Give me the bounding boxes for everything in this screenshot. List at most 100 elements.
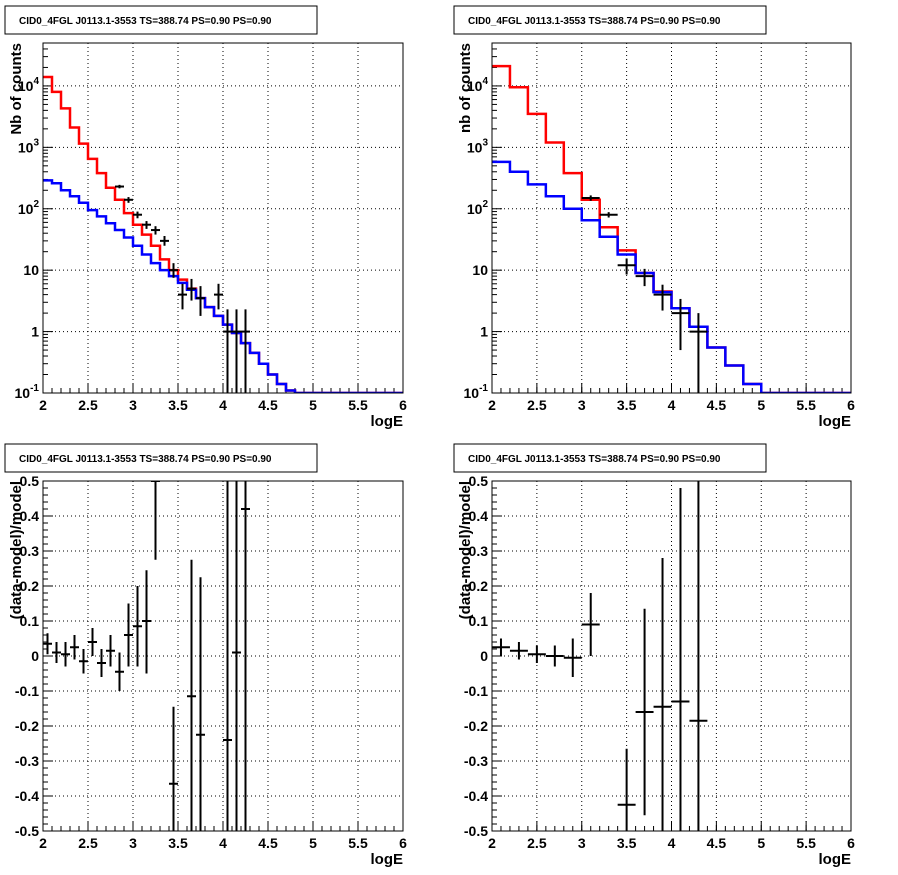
x-axis-title: logE — [819, 851, 852, 868]
model-histogram-series-2 — [492, 160, 851, 393]
data-point — [509, 642, 528, 660]
data-point — [43, 633, 52, 655]
y-tick-label: 0.1 — [20, 613, 40, 629]
data-point — [178, 283, 187, 310]
chart-title: CID0_4FGL J0113.1-3553 TS=388.74 PS=0.90… — [19, 454, 272, 465]
chart-title: CID0_4FGL J0113.1-3553 TS=388.74 PS=0.90… — [468, 16, 721, 27]
x-tick-label: 5.5 — [348, 397, 368, 413]
y-axis-title: Nb of counts — [8, 43, 25, 135]
chart-panel-3: CID0_4FGL J0113.1-3553 TS=388.74 PS=0.90… — [4, 443, 407, 868]
y-axis-title: (data-model)/model — [8, 481, 25, 619]
y-tick-label: 10 — [23, 262, 39, 278]
y-tick-label: -0.2 — [464, 718, 488, 734]
x-tick-label: 4.5 — [258, 835, 278, 851]
chart-panel-4: CID0_4FGL J0113.1-3553 TS=388.74 PS=0.90… — [453, 443, 855, 868]
data-point — [88, 628, 97, 656]
data-point — [52, 642, 61, 663]
x-tick-label: 3.5 — [168, 397, 188, 413]
x-tick-label: 4 — [219, 835, 227, 851]
data-point — [142, 221, 151, 229]
y-tick-label: -0.3 — [15, 753, 39, 769]
x-tick-label: 5.5 — [348, 835, 368, 851]
data-point — [79, 649, 88, 674]
data-point — [70, 635, 79, 660]
data-point — [61, 642, 70, 667]
x-tick-label: 2 — [488, 397, 496, 413]
x-tick-label: 2 — [39, 835, 47, 851]
data-point — [115, 652, 124, 691]
data-point — [617, 748, 636, 831]
x-tick-label: 2.5 — [78, 397, 98, 413]
data-point — [151, 226, 160, 235]
x-tick-label: 4 — [668, 835, 676, 851]
x-tick-label: 5.5 — [796, 397, 816, 413]
model-histogram-series-1 — [43, 75, 403, 393]
data-point — [545, 645, 564, 667]
data-point — [169, 706, 178, 831]
y-tick-label: 0.2 — [469, 578, 489, 594]
chart-title: CID0_4FGL J0113.1-3553 TS=388.74 PS=0.90… — [19, 16, 272, 27]
x-tick-label: 6 — [847, 835, 855, 851]
model-histogram-series-2 — [43, 179, 403, 393]
data-point — [671, 298, 690, 351]
data-point — [232, 309, 241, 393]
data-point — [196, 577, 205, 831]
y-tick-label: -0.1 — [15, 683, 39, 699]
y-tick-label: 0.5 — [469, 473, 489, 489]
chart-panel-1: CID0_4FGL J0113.1-3553 TS=388.74 PS=0.90… — [4, 5, 407, 430]
x-tick-label: 3 — [129, 835, 137, 851]
data-point — [241, 481, 250, 831]
y-tick-label: -0.3 — [464, 753, 488, 769]
x-tick-label: 3 — [129, 397, 137, 413]
y-axis-title: (data-model)/model — [457, 481, 474, 619]
y-tick-label: 104 — [18, 76, 40, 94]
x-tick-label: 3.5 — [617, 835, 637, 851]
x-axis-title: logE — [371, 413, 404, 430]
plot-area — [492, 64, 851, 393]
y-tick-label: 10 — [472, 262, 488, 278]
x-tick-label: 4 — [668, 397, 676, 413]
y-tick-label: 0 — [31, 648, 39, 664]
data-point — [133, 211, 142, 219]
y-tick-label: 0.4 — [469, 508, 489, 524]
plot-frame — [491, 480, 852, 832]
plot-area — [43, 75, 403, 393]
data-point — [581, 195, 600, 201]
y-tick-label: 0.5 — [20, 473, 40, 489]
title-box — [453, 443, 767, 473]
x-tick-label: 6 — [847, 397, 855, 413]
x-tick-label: 5 — [309, 835, 317, 851]
x-tick-label: 3.5 — [168, 835, 188, 851]
plot-area — [43, 481, 250, 831]
data-point — [617, 258, 636, 275]
title-box — [4, 5, 318, 35]
y-tick-label: -0.4 — [15, 788, 39, 804]
data-point — [689, 313, 708, 393]
data-point — [223, 481, 232, 831]
data-point — [581, 593, 600, 656]
data-point — [599, 212, 618, 218]
x-tick-label: 2.5 — [527, 835, 547, 851]
y-tick-label: 102 — [467, 199, 489, 217]
data-point — [214, 283, 223, 310]
data-point — [241, 309, 250, 393]
data-point — [133, 586, 142, 667]
data-point — [97, 649, 106, 677]
data-point — [142, 570, 151, 674]
data-point — [115, 184, 124, 189]
data-point — [196, 286, 205, 316]
x-tick-label: 5 — [757, 397, 765, 413]
plot-frame — [42, 42, 404, 394]
data-point — [223, 309, 232, 393]
x-tick-label: 6 — [399, 835, 407, 851]
x-tick-label: 5 — [309, 397, 317, 413]
data-point — [124, 603, 133, 667]
y-tick-label: 103 — [467, 137, 489, 155]
y-tick-label: 0.4 — [20, 508, 40, 524]
data-point — [160, 236, 169, 246]
plot-frame — [42, 480, 404, 832]
data-point — [151, 481, 160, 560]
data-point — [492, 638, 510, 656]
data-point — [653, 558, 672, 831]
y-tick-label: 104 — [467, 76, 489, 94]
